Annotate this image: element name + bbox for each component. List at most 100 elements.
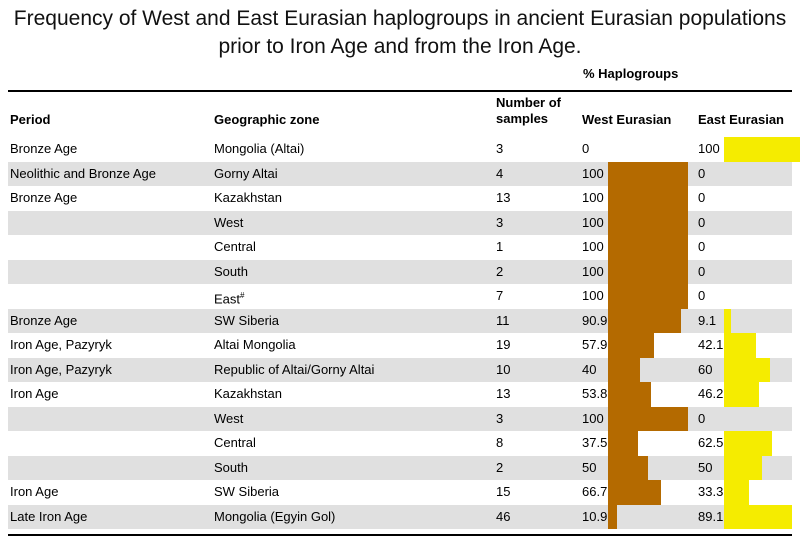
table-row: Iron Age, Pazyryk Altai Mongolia 19 57.9 42.… [8, 333, 792, 358]
cell-samples: 3 [496, 214, 504, 230]
cell-west-eurasian-value: 90.9 [582, 312, 608, 328]
cell-west-eurasian-value: 10.9 [582, 508, 608, 524]
table-row: Late Iron Age Mongolia (Egyin Gol) 46 10.9 8… [8, 504, 792, 530]
zone-text: South [214, 263, 248, 279]
cell-west-eurasian-value: 100 [582, 410, 604, 426]
cell-west-eurasian-value: 100 [582, 190, 604, 205]
east-eurasian-bar [724, 382, 760, 407]
cell-west-eurasian-value: 53.8 [582, 386, 608, 401]
cell-west-eurasian-value: 66.7 [582, 484, 608, 499]
cell-west-eurasian-value: 100 [582, 263, 604, 279]
table-row: Bronze Age Mongolia (Altai) 3 0 100 [8, 137, 800, 162]
west-eurasian-bar [608, 308, 681, 333]
cell-period: Iron Age [10, 386, 59, 401]
cell-geographic-zone: Central [214, 235, 256, 260]
cell-samples: 1 [496, 239, 504, 254]
cell-geographic-zone: Republic of Altai/Gorny Altai [214, 358, 374, 383]
cell-geographic-zone: West [214, 407, 243, 432]
cell-geographic-zone: Mongolia (Egyin Gol) [214, 505, 335, 530]
table-row: Iron Age SW Siberia 15 66.7 33.3 [8, 480, 792, 505]
header-west-eurasian: West Eurasian [582, 112, 672, 127]
east-eurasian-bar [724, 137, 800, 162]
cell-east-eurasian-value: 0 [698, 263, 706, 279]
cell-west-eurasian-value: 100 [582, 288, 604, 303]
cell-east-eurasian-value: 50 [698, 459, 713, 475]
cell-east-eurasian-value: 0 [698, 190, 706, 205]
zone-text: Gorny Altai [214, 165, 278, 181]
cell-period: Iron Age [10, 484, 59, 499]
table-row: Central 8 37.5 62.5 [8, 431, 792, 456]
cell-east-eurasian-value: 0 [698, 410, 706, 426]
west-eurasian-bar [608, 284, 688, 309]
west-eurasian-bar [608, 333, 655, 358]
table-title: Frequency of West and East Eurasian hapl… [0, 5, 800, 61]
haplogroups-group-header: % Haplogroups [583, 66, 679, 81]
cell-west-eurasian-value: 0 [582, 141, 590, 156]
cell-samples: 8 [496, 435, 504, 450]
header-samples-line-1: Number of [496, 95, 561, 110]
header-number-of-samples: Number of samples [496, 95, 561, 127]
cell-samples: 2 [496, 459, 504, 475]
east-eurasian-bar [724, 504, 792, 529]
cell-geographic-zone: Gorny Altai [214, 162, 278, 187]
cell-west-eurasian-value: 57.9 [582, 337, 608, 352]
table-row: South 2 100 0 [8, 259, 792, 285]
table-row: South 2 50 50 [8, 455, 792, 481]
west-eurasian-bar [608, 161, 688, 186]
cell-period: Iron Age, Pazyryk [10, 337, 112, 352]
west-eurasian-bar [608, 186, 688, 211]
cell-east-eurasian-value: 9.1 [698, 312, 717, 328]
cell-geographic-zone: South [214, 456, 248, 481]
west-eurasian-bar [608, 504, 617, 529]
west-eurasian-bar [608, 259, 688, 284]
cell-samples: 7 [496, 288, 504, 303]
cell-period: Bronze Age [10, 312, 78, 328]
cell-samples: 46 [496, 508, 511, 524]
cell-samples: 4 [496, 165, 504, 181]
cell-geographic-zone: Mongolia (Altai) [214, 137, 304, 162]
cell-east-eurasian-value: 60 [698, 361, 713, 377]
west-eurasian-bar [608, 455, 648, 480]
cell-geographic-zone: East# [214, 284, 244, 309]
cell-geographic-zone: Altai Mongolia [214, 333, 296, 358]
cell-geographic-zone: Kazakhstan [214, 382, 282, 407]
cell-east-eurasian-value: 0 [698, 288, 706, 303]
cell-west-eurasian-value: 100 [582, 165, 604, 181]
cell-period: Bronze Age [10, 190, 78, 205]
west-eurasian-bar [608, 431, 638, 456]
cell-samples: 15 [496, 484, 511, 499]
cell-samples: 10 [496, 361, 511, 377]
cell-samples: 11 [496, 312, 510, 328]
table-header: Period Geographic zone Number of samples… [0, 92, 800, 134]
cell-period: Bronze Age [10, 141, 78, 156]
zone-text: Mongolia (Altai) [214, 141, 305, 156]
cell-geographic-zone: South [214, 260, 248, 285]
east-eurasian-bar [724, 480, 750, 505]
cell-east-eurasian-value: 0 [698, 165, 706, 181]
cell-west-eurasian-value: 37.5 [582, 435, 608, 450]
zone-text: Central [214, 239, 256, 254]
cell-period: Late Iron Age [10, 508, 88, 524]
cell-samples: 13 [496, 190, 511, 205]
cell-east-eurasian-value: 62.5 [698, 435, 724, 450]
title-line-2: prior to Iron Age and from the Iron Age. [218, 35, 582, 58]
cell-samples: 3 [496, 141, 504, 156]
cell-samples: 19 [496, 337, 511, 352]
header-east-eurasian: East Eurasian [698, 112, 784, 127]
cell-east-eurasian-value: 46.2 [698, 386, 724, 401]
zone-text: Central [214, 435, 256, 450]
cell-west-eurasian-value: 100 [582, 214, 604, 230]
zone-text: SW Siberia [214, 484, 280, 499]
west-eurasian-bar [608, 406, 688, 431]
cell-east-eurasian-value: 100 [698, 141, 720, 156]
table-row: Neolithic and Bronze Age Gorny Altai 4 100 0 [8, 161, 792, 187]
table-row: Iron Age, Pazyryk Republic of Altai/Gorny… [8, 357, 792, 383]
zone-text: Kazakhstan [214, 190, 282, 205]
header-period: Period [10, 112, 51, 127]
west-eurasian-bar [608, 382, 652, 407]
table-row: Bronze Age Kazakhstan 13 100 0 [8, 186, 792, 211]
table-row: West 3 100 0 [8, 406, 792, 432]
zone-text: South [214, 459, 248, 475]
west-eurasian-bar [608, 480, 662, 505]
header-geographic-zone: Geographic zone [214, 112, 320, 127]
